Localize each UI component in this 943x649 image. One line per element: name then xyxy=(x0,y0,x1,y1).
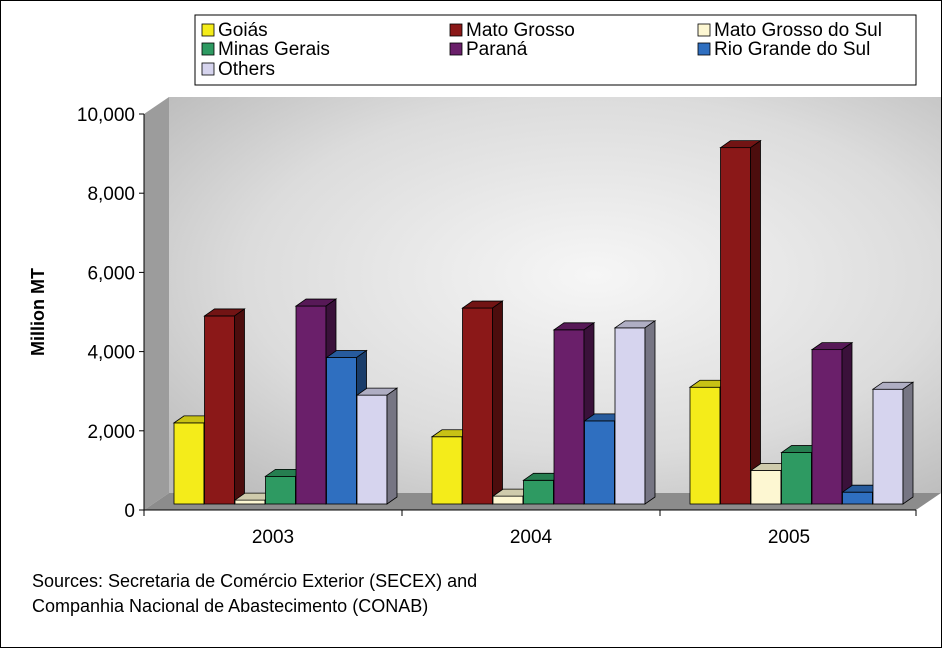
bar xyxy=(552,322,596,505)
bar-front xyxy=(553,329,585,505)
y-axis-title: Million MT xyxy=(28,268,48,356)
bar-front xyxy=(750,469,782,505)
legend-swatch xyxy=(201,62,215,76)
y-axis: 0 2,000 4,000 6,000 8,000 10,000 Million MT xyxy=(28,105,145,522)
legend-label: Mato Grosso xyxy=(466,20,575,41)
y-tick-label: 10,000 xyxy=(77,105,135,126)
legend-box xyxy=(194,14,917,86)
y-tick-label: 0 xyxy=(124,501,135,522)
x-tick-label: 2004 xyxy=(510,527,553,548)
bar-front xyxy=(811,349,843,505)
legend-swatch xyxy=(449,23,463,37)
source-line-2: Companhia Nacional de Abastecimento (CON… xyxy=(32,596,429,616)
bar-side xyxy=(234,308,245,505)
y-tick-label: 4,000 xyxy=(87,343,135,364)
legend-label: Minas Gerais xyxy=(218,39,330,60)
source-note: Sources: Secretaria de Comércio Exterior… xyxy=(32,569,477,619)
legend-swatch xyxy=(449,42,463,56)
bar-front xyxy=(356,394,388,505)
legend-swatch xyxy=(201,42,215,56)
legend-swatch xyxy=(697,42,711,56)
bar-front xyxy=(523,479,554,505)
bar-front xyxy=(173,422,205,505)
bar-front xyxy=(842,491,873,505)
bar-front xyxy=(462,307,493,505)
bar-front xyxy=(584,420,615,505)
bar-front xyxy=(781,452,812,505)
bar-side xyxy=(841,341,853,505)
bar-front xyxy=(204,315,235,505)
bar-front xyxy=(689,386,721,505)
bar xyxy=(810,341,854,505)
bar xyxy=(719,139,762,505)
x-axis: 2003 2004 2005 xyxy=(143,509,917,548)
bar xyxy=(613,320,657,505)
bar-front xyxy=(614,327,646,505)
bar-front xyxy=(265,475,296,505)
bar-side xyxy=(644,320,656,505)
bar-front xyxy=(492,495,524,505)
bar-front xyxy=(234,499,266,505)
legend: Goiás Mato Grosso Mato Grosso do Sul Minas … xyxy=(194,14,917,86)
legend-swatch xyxy=(201,23,215,37)
legend-swatch xyxy=(697,23,711,37)
bar-front xyxy=(326,357,357,505)
bar-front xyxy=(720,147,751,505)
side-wall xyxy=(144,97,169,510)
legend-label: Goiás xyxy=(218,20,268,41)
bar-side xyxy=(386,387,398,505)
bar-front xyxy=(872,388,904,505)
bar xyxy=(461,300,504,505)
bar xyxy=(871,381,915,505)
y-tick-label: 2,000 xyxy=(87,422,135,443)
legend-label: Mato Grosso do Sul xyxy=(714,20,882,41)
bar xyxy=(355,387,399,505)
bar-side xyxy=(750,139,761,505)
y-tick-label: 6,000 xyxy=(87,263,135,284)
x-tick-label: 2003 xyxy=(252,527,294,548)
legend-label: Paraná xyxy=(466,39,528,60)
bar-side xyxy=(902,381,914,505)
bar-front xyxy=(431,436,463,505)
legend-label: Rio Grande do Sul xyxy=(714,39,870,60)
bar-side xyxy=(492,300,503,505)
bar-front xyxy=(295,305,327,505)
x-tick-label: 2005 xyxy=(768,527,810,548)
bar xyxy=(841,484,884,505)
legend-label: Others xyxy=(218,59,275,80)
source-line-1: Sources: Secretaria de Comércio Exterior… xyxy=(32,571,478,591)
bar xyxy=(203,308,246,505)
bars-layer xyxy=(172,139,915,505)
y-tick-label: 8,000 xyxy=(87,184,135,205)
